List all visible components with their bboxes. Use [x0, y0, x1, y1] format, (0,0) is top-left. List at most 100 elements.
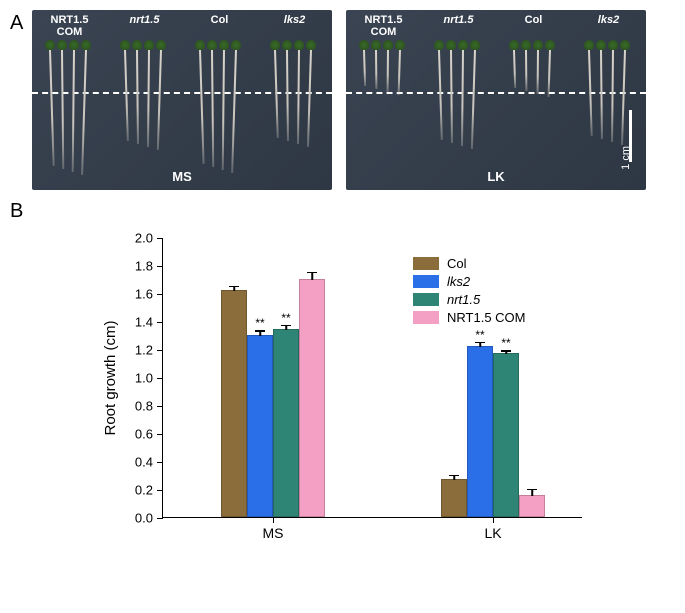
seedling	[82, 40, 90, 50]
shoot-icon	[81, 40, 91, 50]
shoot-icon	[434, 40, 444, 50]
bar	[247, 335, 273, 517]
genotype-label: NRT1.5COM	[32, 14, 107, 38]
seedling-group	[196, 40, 240, 50]
bar	[519, 495, 545, 517]
genotype-label: Col	[182, 14, 257, 38]
shoot-icon	[306, 40, 316, 50]
figure: A NRT1.5COMnrt1.5Collks2MSNRT1.5COMnrt1.…	[10, 10, 675, 568]
legend-label: nrt1.5	[447, 292, 480, 307]
y-tick-label: 1.8	[135, 259, 153, 274]
significance-marker: **	[475, 328, 484, 342]
shoot-icon	[608, 40, 618, 50]
y-tick-label: 1.0	[135, 371, 153, 386]
legend-swatch	[413, 311, 439, 324]
shoot-icon	[231, 40, 241, 50]
y-tick	[157, 462, 163, 463]
root-icon	[146, 50, 149, 147]
y-axis-label: Root growth (cm)	[102, 320, 119, 435]
seedling	[196, 40, 204, 50]
shoot-icon	[533, 40, 543, 50]
error-cap	[527, 489, 537, 491]
seedling	[220, 40, 228, 50]
error-cap	[307, 272, 317, 274]
x-group-label: LK	[484, 525, 501, 541]
shoot-icon	[446, 40, 456, 50]
error-cap	[255, 330, 265, 332]
legend: Collks2nrt1.5NRT1.5 COM	[413, 256, 526, 328]
y-tick-label: 1.4	[135, 315, 153, 330]
shoot-icon	[383, 40, 393, 50]
bar-chart: 0.00.20.40.60.81.01.21.41.61.82.0MS****L…	[162, 238, 582, 518]
root-icon	[286, 50, 288, 141]
root-icon	[306, 50, 311, 146]
root-icon	[525, 50, 527, 91]
shoot-icon	[219, 40, 229, 50]
significance-marker: **	[501, 336, 510, 350]
seedling	[46, 40, 54, 50]
seedling	[271, 40, 279, 50]
seedling	[70, 40, 78, 50]
root-icon	[211, 50, 214, 167]
bar	[299, 279, 325, 517]
shoot-icon	[596, 40, 606, 50]
bar	[441, 479, 467, 517]
root-icon	[81, 50, 86, 174]
panel-a-row: A NRT1.5COMnrt1.5Collks2MSNRT1.5COMnrt1.…	[10, 10, 675, 190]
genotype-label: NRT1.5COM	[346, 14, 421, 38]
root-icon	[397, 50, 400, 95]
y-tick-label: 0.4	[135, 455, 153, 470]
root-icon	[536, 50, 538, 94]
seedling	[597, 40, 605, 50]
root-icon	[438, 50, 442, 140]
seedling-group	[271, 40, 315, 50]
shoot-icon	[132, 40, 142, 50]
root-icon	[136, 50, 138, 144]
y-tick	[157, 406, 163, 407]
panel-b-row: B Root growth (cm) 0.00.20.40.60.81.01.2…	[10, 198, 675, 568]
seedling	[585, 40, 593, 50]
seedling-group	[46, 40, 90, 50]
legend-swatch	[413, 275, 439, 288]
error-cap	[475, 342, 485, 344]
seedling	[435, 40, 443, 50]
error-cap	[281, 325, 291, 327]
root-icon	[297, 50, 299, 144]
root-icon	[470, 50, 475, 148]
legend-label: Col	[447, 256, 467, 271]
y-tick	[157, 350, 163, 351]
y-tick-label: 1.6	[135, 287, 153, 302]
root-icon	[363, 50, 366, 86]
bar	[467, 346, 493, 517]
shoot-icon	[371, 40, 381, 50]
root-icon	[600, 50, 602, 139]
seedling	[546, 40, 554, 50]
root-icon	[611, 50, 613, 142]
shoot-icon	[620, 40, 630, 50]
shoot-icon	[69, 40, 79, 50]
root-icon	[221, 50, 224, 170]
genotype-labels: NRT1.5COMnrt1.5Collks2	[32, 14, 332, 38]
seedling-group	[585, 40, 629, 50]
shoot-icon	[57, 40, 67, 50]
x-group-label: MS	[263, 525, 284, 541]
significance-marker: **	[281, 311, 290, 325]
seedling	[232, 40, 240, 50]
shoot-icon	[509, 40, 519, 50]
y-tick	[157, 322, 163, 323]
y-tick	[157, 266, 163, 267]
error-cap	[449, 475, 459, 477]
genotype-label: nrt1.5	[107, 14, 182, 38]
shoot-icon	[45, 40, 55, 50]
seedling	[283, 40, 291, 50]
root-icon	[49, 50, 54, 165]
x-tick	[493, 517, 494, 523]
seedling	[157, 40, 165, 50]
shoot-icon	[144, 40, 154, 50]
genotype-label: lks2	[257, 14, 332, 38]
seedling-group	[435, 40, 479, 50]
shoot-icon	[458, 40, 468, 50]
bar	[221, 290, 247, 517]
y-tick	[157, 490, 163, 491]
legend-label: lks2	[447, 274, 470, 289]
